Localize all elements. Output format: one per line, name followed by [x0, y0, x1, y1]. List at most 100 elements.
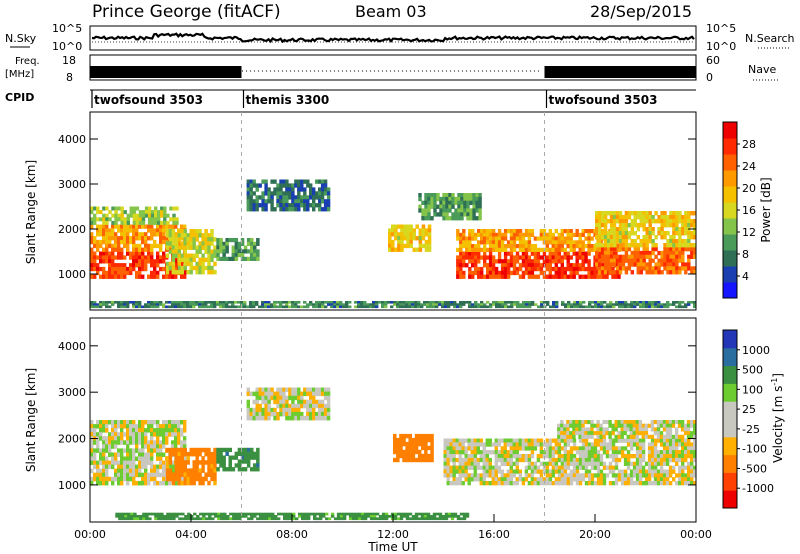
vel-heat-band-5-cell [563, 450, 568, 455]
power-heat-band-11-cell [666, 243, 670, 248]
vel-heat-band-0-cell [141, 424, 145, 429]
vel-heat-band-0-cell [165, 428, 169, 433]
power-heat-band-4-cell [237, 245, 242, 250]
vel-heat-band-5-cell [611, 442, 616, 447]
power-heat-band-12-cell [681, 301, 685, 304]
power-heat-band-6-cell [421, 224, 426, 229]
vel-heat-band-7-cell [145, 512, 149, 516]
power-heat-band-12-cell [417, 305, 421, 309]
vel-heat-band-0-cell [114, 456, 118, 461]
power-heat-band-6-cell [391, 232, 395, 237]
vel-heat-band-7-cell [145, 515, 149, 518]
vel-heat-band-4-cell [396, 457, 400, 463]
power-heat-band-8-cell [527, 270, 532, 276]
vel-heat-band-3-cell [252, 407, 256, 413]
power-heat-band-0-cell [141, 259, 145, 264]
power-heat-band-12-cell [153, 301, 157, 304]
vel-heat-band-7-cell [313, 517, 317, 521]
vel-heat-band-5-cell [638, 477, 643, 482]
vel-heat-band-1-cell [204, 476, 208, 482]
power-heat-band-12-cell [546, 303, 550, 306]
nsky-panel: N.Sky 10^5 10^0 10^5 10^0 N.Search [5, 22, 795, 53]
vel-heat-band-7-cell [160, 517, 164, 521]
power-heat-band-11-cell [621, 231, 626, 236]
vel-heat-band-0-cell [159, 452, 163, 457]
vel-heat-band-5-cell [548, 442, 553, 447]
power-heat-band-9-cell [587, 232, 591, 237]
vel-heat-band-6-cell [572, 420, 576, 425]
vel-heat-band-0-cell [117, 432, 121, 437]
vel-heat-band-5-cell [458, 450, 462, 455]
power-heat-band-0-cell [129, 251, 133, 256]
vel-heat-band-5-cell [623, 481, 628, 486]
vel-heat-band-7-cell [160, 515, 164, 518]
vel-heat-band-5-cell [452, 442, 456, 447]
power-heat-band-7-cell [457, 193, 461, 198]
vel-heat-band-0-cell [120, 420, 124, 425]
power-heat-band-9-cell [512, 240, 517, 245]
power-heat-band-6-cell [403, 236, 407, 241]
power-heat-band-9-cell [491, 232, 496, 237]
power-heat-band-0-cell [153, 259, 157, 264]
vel-heat-band-0-cell [135, 468, 139, 474]
power-heat-band-11-cell [621, 243, 626, 248]
vel-heat-band-2-cell [250, 447, 254, 453]
power-heat-band-12-cell [561, 303, 565, 306]
vel-heat-band-5-cell [635, 454, 640, 459]
vel-heat-band-6-cell [608, 434, 612, 439]
vel-heat-band-0-cell [129, 464, 133, 470]
power-heat-band-11-cell [660, 223, 664, 228]
vel-heat-band-1-cell [180, 460, 184, 465]
power-heat-band-12-cell [597, 301, 601, 304]
vel-heat-band-5-cell [684, 477, 688, 482]
vel-heat-band-5-cell [626, 473, 631, 478]
power-heat-band-9-cell [590, 236, 594, 241]
power-heat-band-8-cell [539, 255, 544, 260]
power-heat-band-12-cell [225, 303, 229, 306]
power-heat-band-12-cell [492, 301, 496, 304]
power-heat-band-12-cell [408, 305, 412, 309]
vel-heat-band-5-cell [656, 454, 661, 459]
vel-heat-band-7-cell [465, 515, 470, 518]
power-heat-band-8-cell [557, 270, 561, 276]
power-heat-band-8-cell [512, 263, 517, 268]
vel-heat-band-0-cell [132, 432, 136, 437]
velocity-heatmap [90, 387, 697, 521]
vel-heat-band-5-cell [479, 457, 483, 463]
power-heat-band-7-cell [472, 204, 476, 209]
vel-heat-band-0-cell [165, 440, 169, 445]
vel-heat-band-3-cell [315, 387, 319, 392]
vel-heat-band-0-cell [90, 428, 94, 433]
vel-heat-band-5-cell [629, 477, 634, 482]
power-heat-band-1-cell [138, 247, 142, 252]
power-heat-band-12-cell [111, 301, 115, 304]
power-heat-band-5-cell [318, 203, 322, 208]
power-heat-band-12-cell [459, 305, 463, 309]
power-heat-band-12-cell [306, 305, 310, 309]
power-heat-band-10-cell [603, 266, 608, 271]
power-heat-band-0-cell [156, 263, 160, 268]
vel-heat-band-7-cell [133, 512, 137, 516]
vel-colorbar-label-3: -25 [742, 423, 760, 436]
vel-heat-band-1-cell [177, 464, 181, 469]
vel-heat-band-5-cell [446, 446, 450, 451]
power-heat-band-11-cell [612, 215, 617, 220]
power-heat-band-12-cell [156, 305, 160, 309]
power-heat-band-7-cell [451, 196, 455, 202]
power-heat-band-11-cell [657, 215, 661, 220]
power-heat-band-10-cell [630, 270, 634, 275]
vel-heat-band-7-cell [211, 517, 215, 521]
power-heat-band-10-cell [633, 258, 637, 263]
vel-heat-band-6-cell [605, 427, 609, 432]
power-heat-band-1-cell [162, 232, 166, 237]
vel-heat-band-0-cell [93, 472, 97, 478]
vel-heat-band-7-cell [381, 512, 386, 516]
vel-heat-band-5-cell [482, 465, 486, 470]
power-heat-band-9-cell [503, 247, 508, 252]
vel-heat-band-6-cell [690, 420, 694, 425]
power-heat-band-5-cell [315, 195, 319, 200]
vel-heat-band-5-cell [659, 454, 664, 459]
vel-heat-band-0-cell [138, 420, 142, 425]
power-heat-band-3-cell [204, 245, 208, 250]
power-heat-band-10-cell [612, 247, 617, 252]
